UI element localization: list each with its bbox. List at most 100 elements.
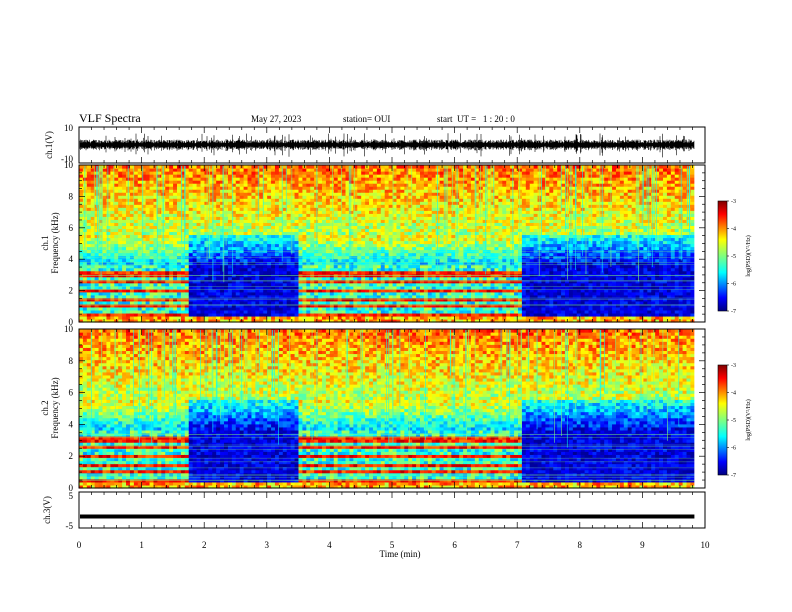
spectrogram-cell [380,261,386,266]
spectrogram-cell [337,192,343,196]
spectrogram-cell [372,270,378,275]
spectrogram-cell [318,306,323,311]
spectrogram-cell [380,213,386,217]
spectrogram-cell [267,246,272,251]
spectrogram-cell [396,234,401,239]
spectrogram-cell [200,318,206,323]
spectrogram-cell [220,189,225,193]
spectrogram-cell [365,216,370,220]
spectrogram-cell [267,219,272,223]
spectrogram-cell [274,243,280,248]
spectrogram-cell [341,204,347,208]
spectrogram-cell [290,312,296,317]
spectrogram-cell [306,315,311,320]
spectrogram-cell [380,300,386,305]
spectrogram-cell [388,300,394,305]
spectrogram-cell [188,312,194,317]
spectrogram-cell [357,207,362,211]
spectrogram-cell [90,234,96,239]
spectrogram-cell [227,228,233,233]
spectrogram-cell [126,219,131,223]
spectrogram-cell [110,183,115,187]
spectrogram-cell [294,303,300,308]
spectrogram-cell [392,303,398,308]
spectrogram-cell [423,204,429,208]
spectrogram-cell [149,279,155,284]
spectrogram-cell [353,267,358,272]
spectrogram-cell [86,315,92,320]
spectrogram-cell [302,210,307,214]
spectrogram-cell [400,222,405,226]
spectrogram-cell [263,315,268,320]
spectrogram-cell [310,168,315,172]
spectrogram-cell [157,237,162,242]
spectrogram-cell [274,300,280,305]
spectrogram-cell [224,252,229,257]
spectrogram-cell [408,231,413,236]
spectrogram-cell [208,282,213,287]
spectrogram-cell [427,279,433,284]
spectrogram-cell [380,291,386,296]
spectrogram-cell [412,183,417,187]
spectrogram-cell [278,228,284,233]
spectrogram-cell [176,171,182,175]
spectrogram-cell [169,267,174,272]
spectrogram-cell [302,276,307,281]
spectrogram-cell [235,237,241,242]
spectrogram-cell [259,210,264,214]
spectrogram-cell [400,192,405,196]
spectrogram-cell [259,189,264,193]
spectrogram-cell [110,267,115,272]
spectrogram-cell [243,216,249,220]
spectrogram-cell [286,195,292,199]
spectrogram-cell [212,195,217,199]
spectrogram-cell [333,183,339,187]
spectrogram-cell [286,198,292,202]
spectrogram-cell [153,183,158,187]
spectrogram-cell [302,231,307,236]
spectrogram-cell [298,165,304,169]
spectrogram-cell [79,222,84,226]
spectrogram-cell [341,216,347,220]
spectrogram-cell [224,318,229,323]
spectrogram-cell [133,183,139,187]
spectrogram-cell [137,279,143,284]
spectrogram-cell [126,207,131,211]
spectrogram-cell [345,180,351,184]
spectrogram-cell [102,204,108,208]
spectrogram-cell [192,231,198,236]
spectrogram-cell [353,222,358,226]
spectrogram-cell [161,243,166,248]
spectrogram-cell [188,186,194,190]
spectrogram-cell [282,264,288,269]
spectrogram-cell [325,267,331,272]
spectrogram-cell [161,318,166,323]
spectrogram-cell [220,303,225,308]
spectrogram-cell [145,240,151,245]
spectrogram-cell [208,270,213,275]
spectrogram-cell [427,264,433,269]
spectrogram-cell [290,306,296,311]
spectrogram-cell [231,279,237,284]
spectrogram-cell [318,201,323,205]
spectrogram-cell [396,264,401,269]
spectrogram-cell [274,315,280,320]
spectrogram-cell [314,234,319,239]
spectrogram-cell [380,267,386,272]
spectrogram-cell [349,306,354,311]
spectrogram-cell [396,210,401,214]
spectrogram-cell [173,258,178,263]
spectrogram-cell [173,231,178,236]
spectrogram-cell [118,312,123,317]
spectrogram-cell [243,240,249,245]
spectrogram-cell [216,213,221,217]
spectrogram-cell [376,204,382,208]
spectrogram-cell [337,315,343,320]
spectrogram-cell [200,240,206,245]
spectrogram-cell [384,210,390,214]
spectrogram-cell [243,228,249,233]
spectrogram-cell [137,297,143,302]
spectrogram-cell [419,180,425,184]
spectrogram-cell [227,210,233,214]
spectrogram-cell [282,207,288,211]
